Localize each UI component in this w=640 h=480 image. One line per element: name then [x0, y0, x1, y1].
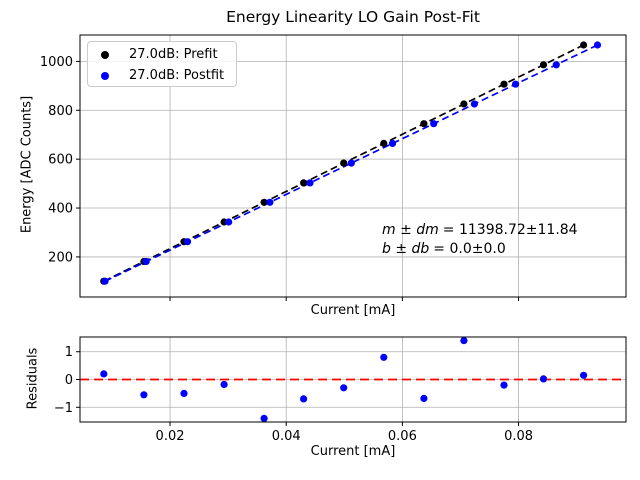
data-point [420, 120, 428, 128]
y-tick-label: 600 [48, 153, 73, 168]
slope-value: = 11398.72±11.84 [442, 222, 578, 238]
data-point [552, 61, 560, 69]
slope-annotation-line: m ± dm = 11398.72±11.84 [382, 221, 578, 240]
chart-title: Energy Linearity LO Gain Post-Fit [226, 8, 480, 26]
data-point [580, 371, 588, 379]
data-point [593, 41, 602, 49]
axes-frame [79, 34, 627, 298]
data-point [225, 218, 233, 226]
main-y-axis-label: Energy [ADC Counts] [19, 95, 35, 234]
intercept-annotation-line: b ± db = 0.0±0.0 [382, 240, 578, 259]
legend-entry-prefit: 27.0dB: Prefit [88, 44, 236, 65]
data-point [101, 277, 109, 285]
intercept-value: = 0.0±0.0 [433, 240, 506, 257]
prefit-marker-icon [101, 50, 109, 59]
y-tick-label: 1000 [40, 55, 73, 70]
data-point [340, 159, 348, 167]
data-point [500, 381, 508, 389]
data-point [260, 198, 268, 206]
data-point [420, 394, 428, 402]
legend: 27.0dB: Prefit 27.0dB: Postfit [87, 41, 237, 87]
data-point [460, 337, 468, 345]
data-point [347, 159, 355, 167]
slope-variable: m ± dm [382, 222, 439, 238]
data-point [340, 384, 348, 392]
y-tick-label: 0 [65, 373, 73, 388]
data-point [266, 198, 274, 206]
x-tick-label: 0.08 [504, 429, 533, 444]
data-point [511, 80, 520, 88]
data-point [100, 370, 108, 378]
subplot-1: 0.02 0.04 0.06 0.08 −1 0 1 [54, 336, 627, 444]
residuals-x-axis-label: Current [mA] [310, 444, 396, 459]
legend-label-postfit: 27.0dB: Postfit [129, 68, 225, 83]
legend-label-prefit: 27.0dB: Prefit [129, 47, 218, 62]
data-point [539, 375, 548, 383]
fit-parameters-annotation: m ± dm = 11398.72±11.84 b ± db = 0.0±0.0 [382, 221, 578, 258]
data-point [460, 100, 468, 108]
x-tick-label: 0.02 [156, 429, 185, 444]
main-x-axis-label: Current [mA] [310, 303, 396, 318]
data-point [183, 238, 192, 246]
data-point [500, 80, 508, 88]
data-point [180, 389, 188, 397]
data-point [430, 120, 438, 128]
data-point [380, 353, 388, 361]
y-tick-label: −1 [54, 401, 73, 416]
data-point [300, 395, 308, 403]
data-point [580, 41, 588, 49]
y-tick-label: 1 [65, 345, 73, 360]
data-point [140, 391, 148, 399]
postfit-marker-icon [101, 71, 109, 80]
legend-entry-postfit: 27.0dB: Postfit [88, 65, 236, 86]
data-point [300, 179, 308, 187]
data-point [306, 179, 314, 187]
data-point [539, 61, 548, 69]
x-tick-label: 0.04 [272, 429, 301, 444]
data-point [220, 380, 228, 389]
data-point [388, 139, 397, 147]
x-tick-label: 0.06 [388, 429, 417, 444]
intercept-variable: b ± db [382, 240, 430, 257]
data-point [142, 257, 150, 266]
y-tick-label: 400 [48, 202, 73, 217]
data-point [380, 139, 388, 147]
subplot-0: 200 400 600 800 1000 [40, 34, 627, 301]
data-point [470, 100, 478, 108]
y-tick-label: 800 [48, 104, 73, 119]
residuals-y-axis-label: Residuals [25, 347, 41, 410]
y-tick-label: 200 [48, 250, 73, 265]
data-point [260, 414, 268, 422]
